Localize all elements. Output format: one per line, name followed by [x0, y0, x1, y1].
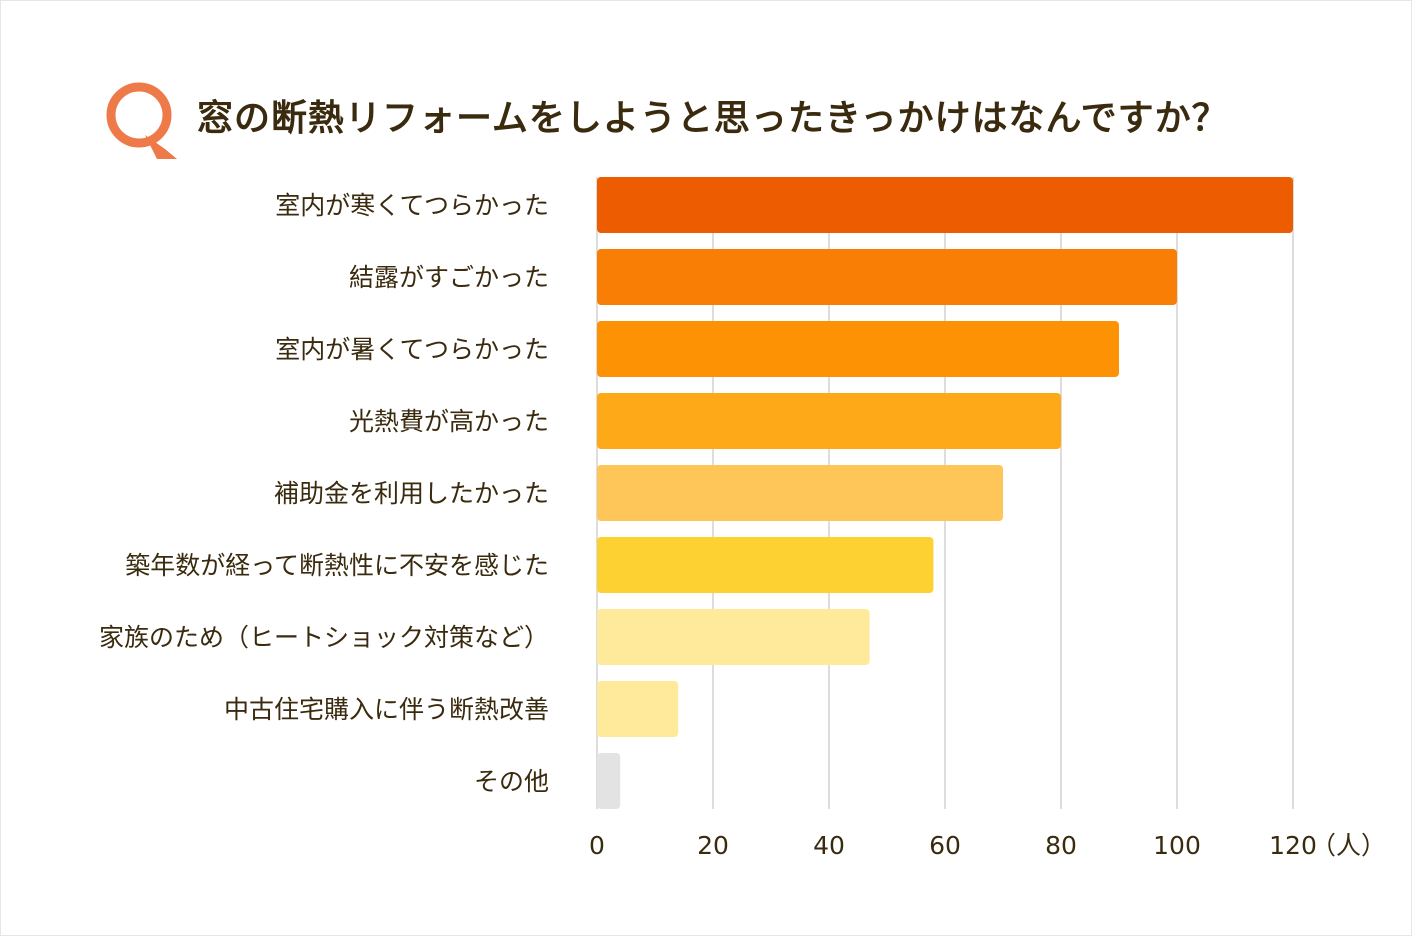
x-tick-label: 120: [1269, 831, 1317, 860]
category-label: 家族のため（ヒートショック対策など）: [99, 623, 549, 652]
bar: [597, 393, 1061, 449]
x-tick-label: 0: [589, 831, 605, 860]
chart-title: 窓の断熱リフォームをしようと思ったきっかけはなんですか？: [197, 98, 1229, 139]
category-label: 光熱費が高かった: [349, 407, 549, 436]
bar: [597, 753, 621, 809]
bar: [597, 681, 679, 737]
bar: [597, 609, 870, 665]
category-label: 結露がすごかった: [349, 263, 549, 292]
bar: [597, 177, 1293, 233]
category-label: 補助金を利用したかった: [274, 479, 549, 508]
x-tick-label: 20: [697, 831, 729, 860]
category-label: その他: [474, 767, 549, 796]
x-tick-label: 60: [929, 831, 961, 860]
x-tick-label: 40: [813, 831, 845, 860]
x-tick-label: 100: [1153, 831, 1201, 860]
bar: [597, 249, 1177, 305]
category-label: 室内が寒くてつらかった: [275, 191, 549, 220]
category-label: 築年数が経って断熱性に不安を感じた: [125, 551, 549, 580]
x-unit-label: （人）: [1311, 831, 1386, 860]
category-label: 室内が暑くてつらかった: [275, 335, 549, 364]
bar: [597, 465, 1003, 521]
question-q-icon: [106, 82, 177, 159]
category-label: 中古住宅購入に伴う断熱改善: [224, 695, 549, 724]
x-tick-label: 80: [1045, 831, 1077, 860]
bar: [597, 321, 1119, 377]
bar: [597, 537, 934, 593]
